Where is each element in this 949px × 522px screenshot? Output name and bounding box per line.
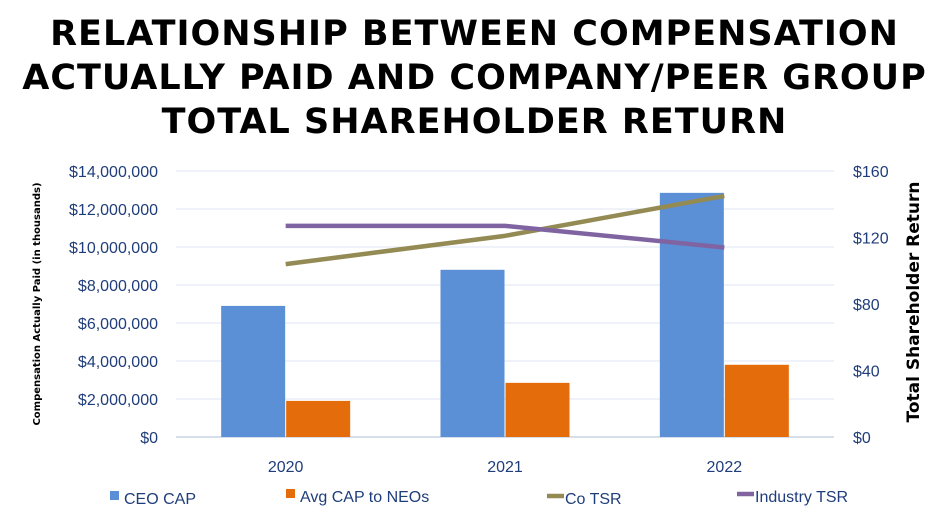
left-tick-label: $8,000,000 xyxy=(78,278,158,295)
left-axis-label: Compensation Actually Paid (in thousands… xyxy=(32,182,43,425)
bar-avg-cap-to-neos xyxy=(505,382,570,437)
left-tick-label: $4,000,000 xyxy=(78,354,158,371)
chart-title: RELATIONSHIP BETWEEN COMPENSATION ACTUAL… xyxy=(0,12,949,144)
right-tick-label: $40 xyxy=(853,364,880,381)
left-tick-label: $2,000,000 xyxy=(78,392,158,409)
left-tick-label: $10,000,000 xyxy=(69,240,158,257)
legend-label-ceo-cap: CEO CAP xyxy=(124,491,196,508)
bar-avg-cap-to-neos xyxy=(724,364,789,437)
line-industry-tsr xyxy=(285,223,725,250)
category-label: 2021 xyxy=(487,459,523,476)
right-tick-label: $120 xyxy=(853,231,889,248)
chart-title-line-1: RELATIONSHIP BETWEEN COMPENSATION xyxy=(50,14,899,54)
right-axis-label: Total Shareholder Return xyxy=(904,181,924,422)
right-tick-label: $0 xyxy=(853,430,871,447)
bar-ceo-cap xyxy=(221,305,286,437)
chart-title-line-2: ACTUALLY PAID AND COMPANY/PEER GROUP xyxy=(22,58,927,98)
chart-title-line-3: TOTAL SHAREHOLDER RETURN xyxy=(161,102,788,142)
bar-avg-cap-to-neos xyxy=(286,400,351,437)
legend-swatch-ceo-cap xyxy=(110,491,119,500)
right-axis-ticks: $0 $40 $80 $120 $160 xyxy=(853,164,889,447)
left-tick-label: $6,000,000 xyxy=(78,316,158,333)
left-tick-label: $14,000,000 xyxy=(69,164,158,181)
left-axis-ticks: $0 $2,000,000 $4,000,000 $6,000,000 $8,000,0… xyxy=(69,164,158,447)
category-label: 2022 xyxy=(707,459,743,476)
legend-swatch-avg-cap-to-neos xyxy=(286,489,295,498)
category-axis-ticks: 2020 2021 2022 xyxy=(268,459,742,476)
bars-group xyxy=(221,192,789,437)
lines-group xyxy=(285,193,725,267)
line-co-tsr xyxy=(285,193,725,267)
legend-label-avg-cap-to-neos: Avg CAP to NEOs xyxy=(300,489,429,506)
left-tick-label: $12,000,000 xyxy=(69,202,158,219)
right-tick-label: $80 xyxy=(853,297,880,314)
bar-ceo-cap xyxy=(659,192,724,437)
left-tick-label: $0 xyxy=(140,430,158,447)
bar-ceo-cap xyxy=(440,269,505,437)
gridlines xyxy=(176,170,834,438)
right-tick-label: $160 xyxy=(853,164,889,181)
category-label: 2020 xyxy=(268,459,304,476)
legend-label-industry-tsr: Industry TSR xyxy=(755,489,848,506)
legend: CEO CAP Avg CAP to NEOs Co TSR Industry TSR xyxy=(110,489,848,508)
legend-label-co-tsr: Co TSR xyxy=(565,491,622,508)
